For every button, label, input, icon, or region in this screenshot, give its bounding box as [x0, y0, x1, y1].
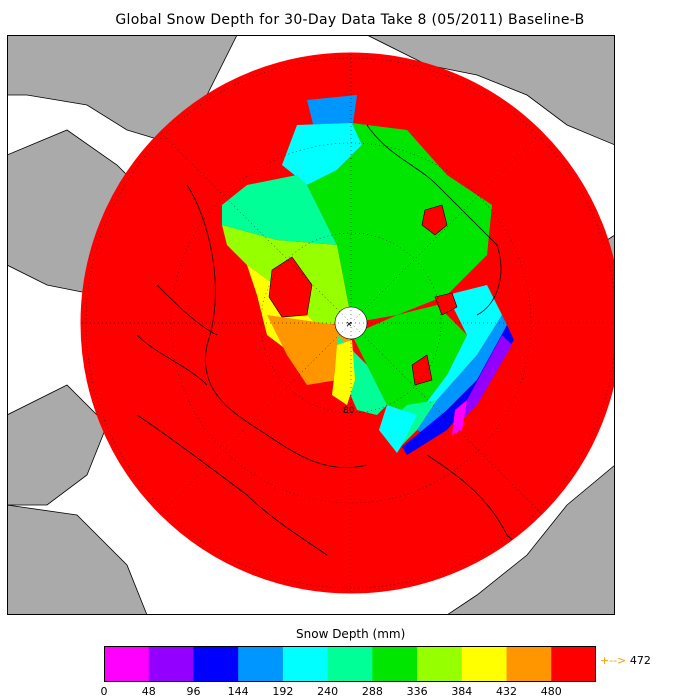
colorbar-border	[104, 646, 596, 682]
region-orange	[267, 315, 352, 385]
region-aqua-band	[222, 175, 337, 245]
region-lightblue-east	[417, 315, 507, 435]
colorbar-tick-label: 192	[272, 685, 294, 698]
colorbar-ticks: 0 48 96 144 192 240 288 336 384 432 480	[0, 685, 700, 699]
colorbar-tick-label: 288	[361, 685, 383, 698]
red-patch-west	[268, 256, 313, 318]
colorbar-swatch	[417, 646, 463, 682]
chart-title: Global Snow Depth for 30-Day Data Take 8…	[115, 12, 585, 28]
colorbar-swatch	[372, 646, 418, 682]
colorbar-tick-label: 480	[540, 685, 562, 698]
colorbar-swatch	[104, 646, 150, 682]
colorbar-swatch	[506, 646, 552, 682]
colorbar-label: Snow Depth (mm)	[296, 627, 406, 641]
colorbar-tick-label: 48	[141, 685, 156, 698]
overflow-arrow: +-->	[600, 654, 627, 667]
region-purple-east	[462, 335, 512, 420]
colorbar-swatch	[461, 646, 508, 682]
red-patch-north	[421, 204, 448, 236]
red-patch-east-2	[411, 354, 433, 386]
north-pole-mark: ×	[346, 319, 352, 330]
region-cyan-east	[417, 285, 502, 415]
colorbar-tick-label: 240	[317, 685, 339, 698]
colorbar-swatch	[551, 646, 596, 682]
polar-snow-map: × 80	[7, 35, 615, 615]
colorbar-swatch	[282, 646, 329, 682]
colorbar-tick-label: 144	[227, 685, 249, 698]
colorbar-swatch	[193, 646, 239, 682]
colorbar-swatch	[238, 646, 284, 682]
map-frame	[7, 35, 615, 615]
colorbar-overflow: +--> 472	[600, 654, 651, 667]
graticule	[81, 53, 615, 593]
colorbar-tick-label: 432	[496, 685, 518, 698]
region-green-center	[352, 305, 467, 415]
data-disk-edge	[80, 52, 615, 594]
colorbar-swatch	[148, 646, 194, 682]
colorbar-tick-label: 0	[100, 685, 108, 698]
colorbar	[104, 646, 596, 682]
land-southwest	[7, 504, 148, 615]
region-magenta-east	[452, 400, 467, 435]
red-patch-east-1	[434, 292, 458, 316]
region-green-main	[307, 123, 492, 323]
land-southeast	[446, 464, 615, 615]
latitude-label-80: 80	[343, 406, 355, 416]
region-yellow-south	[332, 340, 355, 405]
colorbar-tick-label: 384	[451, 685, 473, 698]
colorbar-tick-label: 336	[406, 685, 428, 698]
region-cyan-southeast	[379, 405, 417, 453]
region-cyan-north	[282, 123, 362, 185]
overflow-value: 472	[629, 654, 651, 667]
colorbar-swatch	[327, 646, 373, 682]
land-greenland-west	[7, 384, 108, 506]
colorbar-tick-label: 96	[186, 685, 201, 698]
